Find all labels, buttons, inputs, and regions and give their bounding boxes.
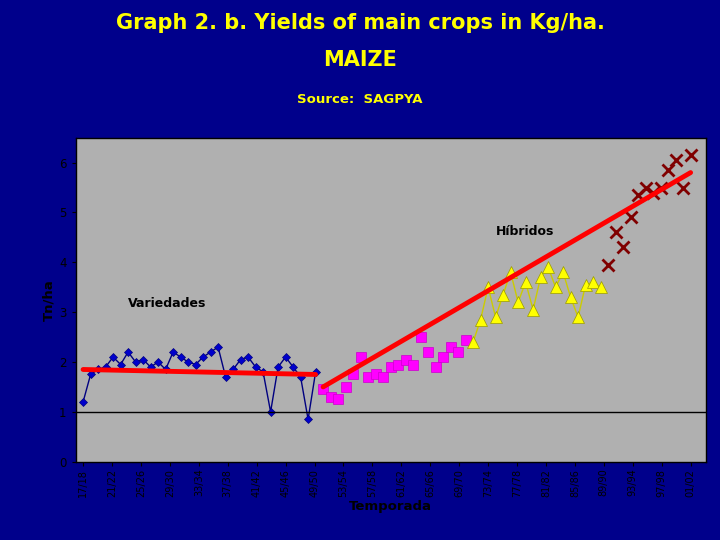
Y-axis label: Tn/ha: Tn/ha [42, 279, 55, 321]
Text: MAIZE: MAIZE [323, 50, 397, 70]
Text: Graph 2. b. Yields of main crops in Kg/ha.: Graph 2. b. Yields of main crops in Kg/h… [116, 13, 604, 33]
Text: Híbridos: Híbridos [495, 225, 554, 238]
Text: Source:  SAGPYA: Source: SAGPYA [297, 93, 423, 106]
Text: Variedades: Variedades [128, 297, 207, 310]
X-axis label: Temporada: Temporada [349, 500, 432, 512]
